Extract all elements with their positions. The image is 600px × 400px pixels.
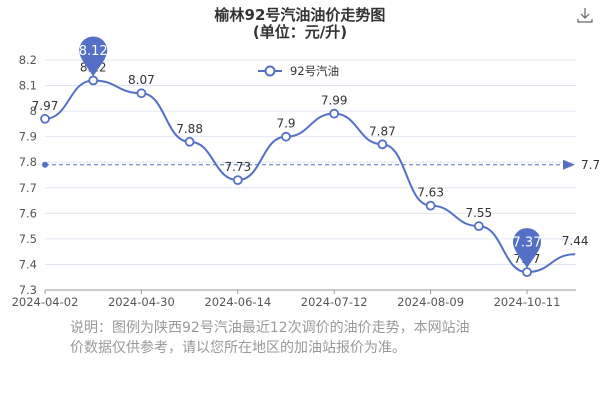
data-point[interactable] bbox=[425, 200, 436, 211]
y-tick-label: 7.7 bbox=[19, 181, 37, 195]
legend-point-marker bbox=[264, 65, 276, 77]
data-label: 7.73 bbox=[224, 160, 251, 174]
average-line: 7.79 bbox=[42, 158, 600, 172]
y-tick-label: 7.8 bbox=[19, 155, 37, 169]
data-point[interactable] bbox=[136, 88, 147, 99]
x-tick-label: 2024-06-14 bbox=[204, 295, 271, 309]
data-label: 7.97 bbox=[32, 99, 59, 113]
x-tick-label: 2024-08-09 bbox=[397, 295, 464, 309]
data-point[interactable] bbox=[281, 131, 291, 142]
data-label: 7.55 bbox=[465, 206, 492, 220]
y-tick-label: 7.9 bbox=[19, 130, 37, 144]
data-label: 7.9 bbox=[276, 117, 295, 131]
y-tick-label: 7.5 bbox=[19, 232, 37, 246]
x-tick-labels: 2024-04-02 2024-04-30 2024-06-14 2024-07-12… bbox=[12, 290, 561, 309]
data-point[interactable] bbox=[232, 175, 243, 186]
extreme-pins: 8.12 7.37 bbox=[79, 36, 542, 269]
data-point[interactable] bbox=[377, 139, 388, 150]
data-point[interactable] bbox=[473, 221, 484, 232]
data-point[interactable] bbox=[40, 113, 50, 124]
average-value-label: 7.79 bbox=[581, 158, 600, 172]
data-label: 7.44 bbox=[562, 234, 589, 248]
x-tick-label: 2024-04-02 bbox=[12, 295, 79, 309]
data-label: 7.63 bbox=[417, 186, 444, 200]
data-point[interactable] bbox=[88, 75, 99, 86]
min-pin bbox=[513, 228, 541, 269]
note-line-2: 价数据仅供参考，请以您所在地区的加油站报价为准。 bbox=[70, 339, 406, 356]
max-pin bbox=[79, 36, 108, 77]
chart-title: 榆林92号汽油油价走势图 bbox=[215, 6, 386, 24]
data-point[interactable] bbox=[184, 136, 195, 147]
y-tick-label: 8 bbox=[30, 104, 37, 118]
y-tick-label: 7.3 bbox=[19, 283, 37, 297]
data-labels: 7.978.128.077.887.737.97.997.877.637.557… bbox=[32, 60, 589, 266]
y-tick-labels: 7.3 7.4 7.5 7.6 7.7 7.8 7.9 8 8.1 8.2 bbox=[19, 53, 37, 297]
x-tick-label: 2024-07-12 bbox=[301, 295, 368, 309]
data-point[interactable] bbox=[329, 108, 340, 119]
note-line-1: 说明：图例为陕西92号汽油最近12次调价的油价走势，本网站油 bbox=[70, 320, 470, 336]
chart-subtitle: (单位：元/升) bbox=[253, 23, 347, 41]
y-tick-label: 8.2 bbox=[19, 53, 37, 67]
data-label: 7.87 bbox=[369, 124, 396, 138]
data-label: 7.88 bbox=[176, 122, 203, 136]
series-line bbox=[44, 79, 576, 274]
max-pin-label: 8.12 bbox=[79, 44, 108, 59]
legend-label: 92号汽油 bbox=[290, 64, 339, 78]
y-grid bbox=[45, 59, 576, 291]
legend[interactable]: 92号汽油 bbox=[258, 64, 339, 78]
data-label: 8.07 bbox=[128, 73, 155, 87]
average-arrow bbox=[563, 159, 575, 170]
series-92[interactable] bbox=[40, 75, 576, 278]
download-icon[interactable] bbox=[575, 5, 595, 25]
min-pin-label: 7.37 bbox=[513, 236, 542, 251]
y-tick-label: 8.1 bbox=[19, 79, 37, 93]
data-label: 7.99 bbox=[321, 94, 348, 108]
x-tick-label: 2024-04-30 bbox=[108, 295, 175, 309]
y-tick-label: 7.6 bbox=[19, 206, 37, 220]
data-point[interactable] bbox=[522, 267, 532, 278]
y-tick-label: 7.4 bbox=[19, 257, 37, 271]
x-tick-label: 2024-10-11 bbox=[494, 295, 561, 309]
